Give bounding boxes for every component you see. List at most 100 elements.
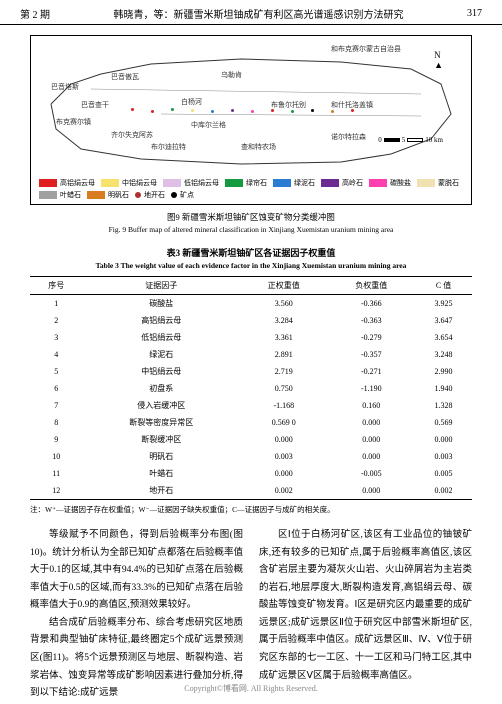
map-dot bbox=[291, 110, 294, 113]
place-label: 乌勒肯 bbox=[221, 70, 242, 80]
table-cell: 高铝绢云母 bbox=[83, 312, 241, 329]
table-cell: 6 bbox=[30, 380, 83, 397]
legend-swatch bbox=[39, 191, 57, 199]
paragraph: 区Ⅰ位于白杨河矿区,该区有工业品位的铀铍矿床,还有较多的已知矿点,属于后验概率高… bbox=[259, 527, 472, 685]
region-label: 和布克赛尔蒙古自治县 bbox=[331, 44, 401, 54]
legend-swatch bbox=[87, 191, 105, 199]
table-note: 注：W⁺—证据因子存在权重值；W⁻—证据因子缺失权重值；C—证据因子与成矿的相关… bbox=[30, 504, 472, 515]
legend-label: 蒙脱石 bbox=[438, 178, 459, 188]
table-cell: 0.000 bbox=[328, 482, 416, 500]
table-cell: 碳酸盐 bbox=[83, 295, 241, 313]
table-cell: 0.000 bbox=[328, 431, 416, 448]
table-cell: 3.248 bbox=[415, 346, 472, 363]
right-column: 区Ⅰ位于白杨河矿区,该区有工业品位的铀铍矿床,还有较多的已知矿点,属于后验概率高… bbox=[259, 527, 472, 703]
table-cell: 0.000 bbox=[415, 431, 472, 448]
legend-label: 高铝绢云母 bbox=[60, 178, 95, 188]
table-cell: 中铝绢云母 bbox=[83, 363, 241, 380]
legend-item: 矿点 bbox=[171, 190, 194, 200]
place-label: 布尔迪拉特 bbox=[151, 142, 186, 152]
place-label: 巴音傲瓦 bbox=[111, 72, 139, 82]
table-cell: 0.000 bbox=[240, 465, 328, 482]
legend-label: 绿泥石 bbox=[294, 178, 315, 188]
place-label: 巴音塔斯 bbox=[51, 82, 79, 92]
legend-swatch bbox=[101, 179, 119, 187]
place-label: 齐尔失克阿苏 bbox=[111, 130, 153, 140]
legend-swatch bbox=[39, 179, 57, 187]
legend-swatch bbox=[163, 179, 181, 187]
map-dot bbox=[231, 109, 234, 112]
figure-caption-en: Fig. 9 Buffer map of altered mineral cla… bbox=[0, 225, 502, 234]
table-row: 1碳酸盐3.560-0.3663.925 bbox=[30, 295, 472, 313]
scale-bar: 0 5 10 km bbox=[378, 136, 443, 144]
table-cell: 2.719 bbox=[240, 363, 328, 380]
legend-label: 碳酸盐 bbox=[390, 178, 411, 188]
legend: 高铝绢云母中铝绢云母低铝绢云母绿帘石绿泥石高岭石碳酸盐蒙脱石叶蜡石明矾石地开石矿… bbox=[39, 178, 463, 200]
place-label: 查和特农场 bbox=[241, 142, 276, 152]
map-dot bbox=[311, 109, 314, 112]
map-dot bbox=[191, 109, 194, 112]
figure-caption-cn: 图9 新疆雪米斯坦铀矿区蚀变矿物分类缓冲图 bbox=[0, 211, 502, 223]
scale-seg bbox=[407, 138, 423, 142]
table-row: 3低铝绢云母3.361-0.2793.654 bbox=[30, 329, 472, 346]
table-cell: 0.569 0 bbox=[240, 414, 328, 431]
map-dot bbox=[131, 108, 134, 111]
table-cell: 0.005 bbox=[415, 465, 472, 482]
legend-item: 低铝绢云母 bbox=[163, 178, 219, 188]
table-cell: 2.990 bbox=[415, 363, 472, 380]
table-row: 8断裂等密度异常区0.569 00.0000.569 bbox=[30, 414, 472, 431]
table-cell: 断裂缓冲区 bbox=[83, 431, 241, 448]
legend-swatch bbox=[417, 179, 435, 187]
legend-label: 地开石 bbox=[144, 190, 165, 200]
table-cell: 地开石 bbox=[83, 482, 241, 500]
legend-swatch bbox=[171, 192, 177, 198]
table-cell: -0.366 bbox=[328, 295, 416, 313]
table-cell: 3 bbox=[30, 329, 83, 346]
legend-item: 叶蜡石 bbox=[39, 190, 81, 200]
legend-swatch bbox=[369, 179, 387, 187]
table-cell: -1.168 bbox=[240, 397, 328, 414]
table-cell: 3.654 bbox=[415, 329, 472, 346]
table-row: 7侵入岩缓冲区-1.1680.1601.328 bbox=[30, 397, 472, 414]
table-header-cell: C 值 bbox=[415, 277, 472, 295]
table-cell: -0.279 bbox=[328, 329, 416, 346]
legend-label: 叶蜡石 bbox=[60, 190, 81, 200]
place-label: 巴音查干 bbox=[81, 100, 109, 110]
table-cell: 低铝绢云母 bbox=[83, 329, 241, 346]
table-cell: 3.647 bbox=[415, 312, 472, 329]
table-row: 5中铝绢云母2.719-0.2712.990 bbox=[30, 363, 472, 380]
table-row: 12地开石0.0020.0000.002 bbox=[30, 482, 472, 500]
legend-swatch bbox=[225, 179, 243, 187]
footer: Copyright©博看网. All Rights Reserved. bbox=[0, 683, 502, 694]
table-cell: -0.005 bbox=[328, 465, 416, 482]
table-cell: 0.000 bbox=[328, 414, 416, 431]
table-header-cell: 负权重值 bbox=[328, 277, 416, 295]
legend-label: 绿帘石 bbox=[246, 178, 267, 188]
table-cell: 0.002 bbox=[240, 482, 328, 500]
table-row: 6初盘系0.750-1.1901.940 bbox=[30, 380, 472, 397]
left-column: 等级赋予不同颜色，得到后验概率分布图(图10)。统计分析认为全部已知矿点都落在后… bbox=[30, 527, 243, 703]
place-label: 布克赛尔镇 bbox=[56, 117, 91, 127]
table-cell: 0.160 bbox=[328, 397, 416, 414]
table-cell: 11 bbox=[30, 465, 83, 482]
table-cell: -0.271 bbox=[328, 363, 416, 380]
table-row: 11叶蜡石0.000-0.0050.005 bbox=[30, 465, 472, 482]
paragraph: 等级赋予不同颜色，得到后验概率分布图(图10)。统计分析认为全部已知矿点都落在后… bbox=[30, 527, 243, 615]
table-cell: 12 bbox=[30, 482, 83, 500]
legend-item: 高铝绢云母 bbox=[39, 178, 95, 188]
table-row: 2高铝绢云母3.284-0.3633.647 bbox=[30, 312, 472, 329]
table-header-cell: 证据因子 bbox=[83, 277, 241, 295]
table-cell: 9 bbox=[30, 431, 83, 448]
legend-label: 中铝绢云母 bbox=[122, 178, 157, 188]
table-cell: -0.363 bbox=[328, 312, 416, 329]
north-indicator: N▲ bbox=[434, 50, 443, 70]
page-header: 第 2 期 韩晓青，等：新疆雪米斯坦铀成矿有利区高光谱遥感识别方法研究 317 bbox=[0, 0, 502, 25]
body-text: 等级赋予不同颜色，得到后验概率分布图(图10)。统计分析认为全部已知矿点都落在后… bbox=[30, 527, 472, 703]
table-row: 4绿泥石2.891-0.3573.248 bbox=[30, 346, 472, 363]
legend-item: 地开石 bbox=[135, 190, 165, 200]
legend-swatch bbox=[273, 179, 291, 187]
place-label: 和什托洛盖镇 bbox=[331, 100, 373, 110]
figure-9: N▲ 和布克赛尔蒙古自治县 巴音塔斯 巴音傲瓦 布克赛尔镇 巴音查干 齐尔失克阿… bbox=[30, 35, 472, 205]
table-cell: 3.284 bbox=[240, 312, 328, 329]
scale-seg bbox=[384, 138, 400, 142]
legend-item: 中铝绢云母 bbox=[101, 178, 157, 188]
